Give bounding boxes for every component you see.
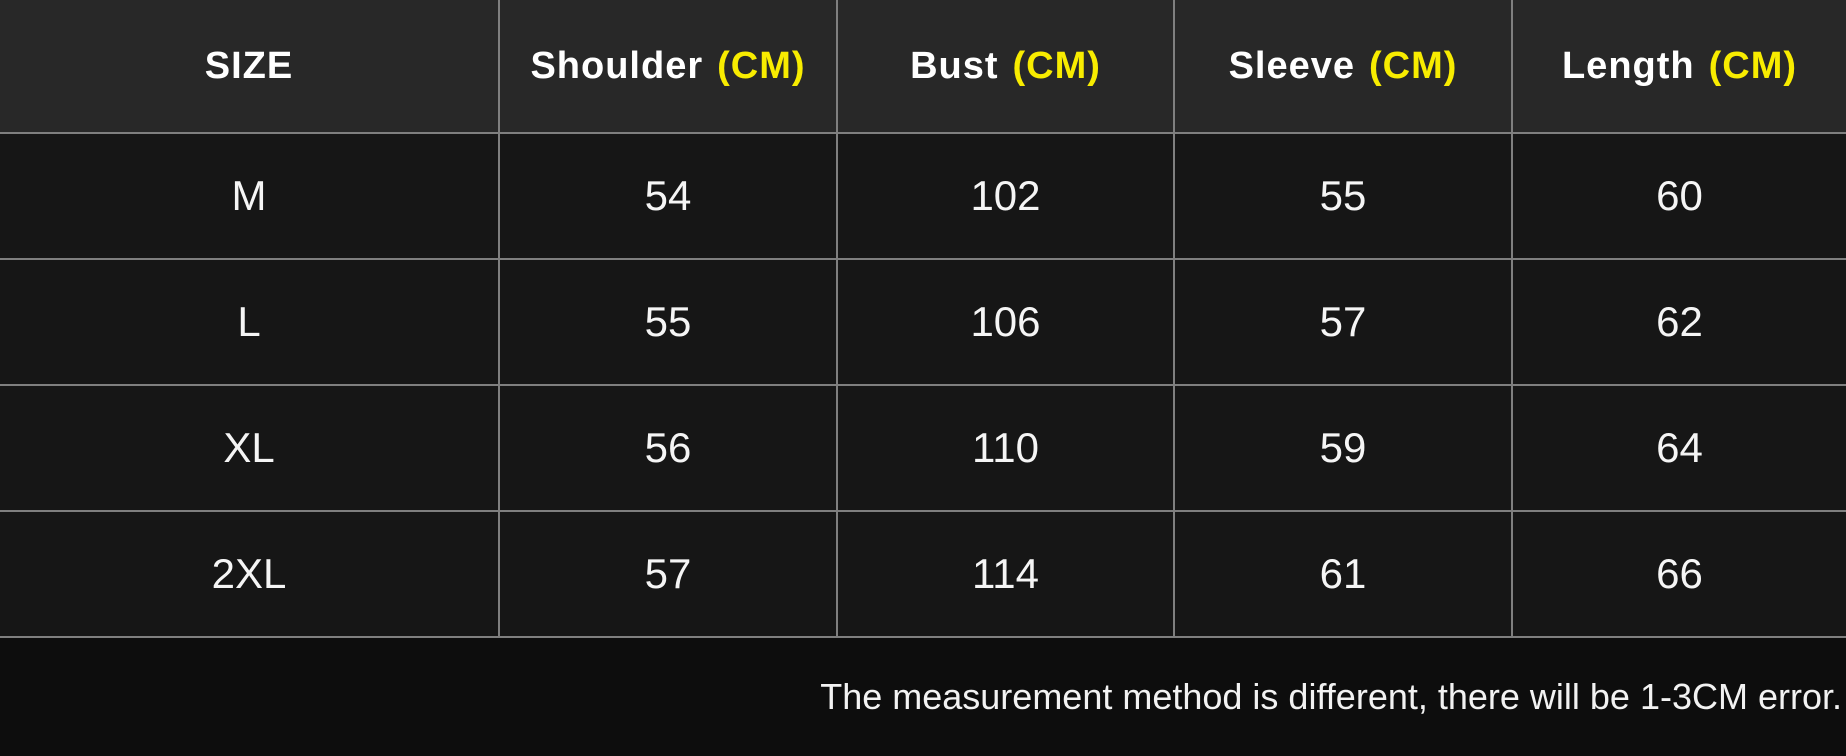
value-cell: 55 (1175, 134, 1513, 260)
value-cell: 59 (1175, 386, 1513, 512)
header-cell-sleeve: Sleeve (CM) (1175, 0, 1513, 134)
header-label: SIZE (204, 44, 294, 87)
header-unit-cm: (CM) (717, 44, 806, 87)
header-cell-size: SIZE (0, 0, 500, 134)
header-unit-cm: (CM) (1369, 44, 1458, 87)
value-cell: 55 (500, 260, 838, 386)
header-unit-cm: (CM) (1012, 44, 1101, 87)
value-cell: 62 (1513, 260, 1846, 386)
size-cell-row3: XL (0, 386, 500, 512)
value-cell: 110 (838, 386, 1175, 512)
size-table: SIZE Shoulder (CM) Bust (CM) Sleeve (CM) Length… (0, 0, 1846, 638)
value-cell: 60 (1513, 134, 1846, 260)
value-cell: 61 (1175, 512, 1513, 638)
value-cell: 106 (838, 260, 1175, 386)
value-cell: 114 (838, 512, 1175, 638)
size-cell-row2: L (0, 260, 500, 386)
measurement-error-note: The measurement method is different, the… (820, 676, 1842, 717)
value-cell: 57 (1175, 260, 1513, 386)
value-cell: 57 (500, 512, 838, 638)
header-label: Sleeve (1228, 44, 1356, 87)
header-unit-cm: (CM) (1708, 44, 1798, 87)
footer-note-bar: The measurement method is different, the… (0, 638, 1846, 756)
header-cell-shoulder: Shoulder (CM) (500, 0, 838, 134)
header-label: Length (1561, 44, 1695, 87)
header-label: Shoulder (530, 44, 704, 87)
header-label: Bust (910, 44, 999, 87)
value-cell: 66 (1513, 512, 1846, 638)
value-cell: 64 (1513, 386, 1846, 512)
value-cell: 102 (838, 134, 1175, 260)
value-cell: 56 (500, 386, 838, 512)
header-cell-bust: Bust (CM) (838, 0, 1175, 134)
size-cell-row4: 2XL (0, 512, 500, 638)
size-cell-row1: M (0, 134, 500, 260)
value-cell: 54 (500, 134, 838, 260)
header-cell-length: Length (CM) (1513, 0, 1846, 134)
